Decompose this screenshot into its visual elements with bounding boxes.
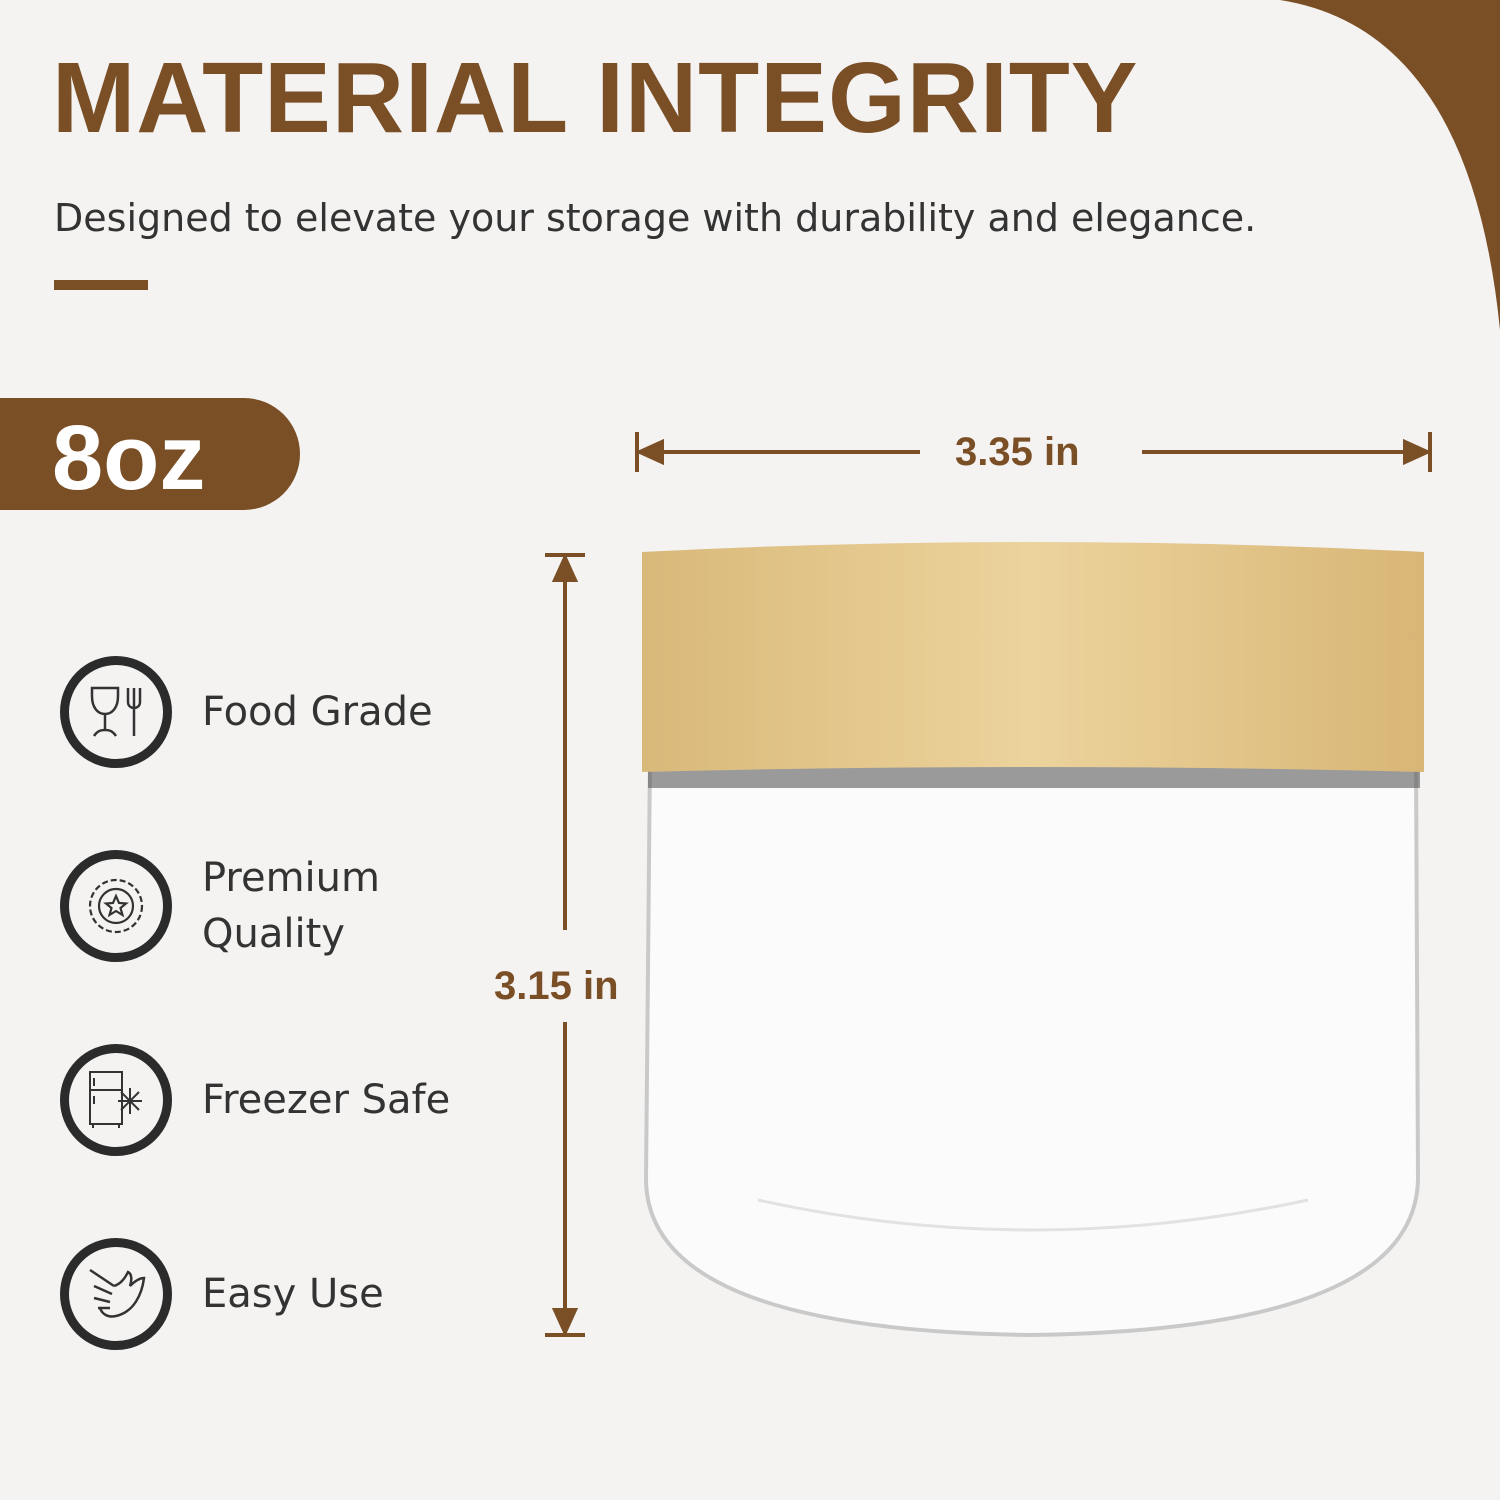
feature-food-grade: Food Grade [60, 656, 433, 768]
page-title: MATERIAL INTEGRITY [52, 42, 1139, 154]
size-label: 8oz [52, 407, 206, 509]
feature-freezer-safe: Freezer Safe [60, 1044, 450, 1156]
subtitle: Designed to elevate your storage with du… [54, 196, 1257, 240]
feature-premium-quality: Premium Quality [60, 850, 422, 962]
feature-label: Food Grade [202, 689, 433, 735]
glass-fork-icon [60, 656, 172, 768]
feature-easy-use: Easy Use [60, 1238, 384, 1350]
feature-label: Easy Use [202, 1271, 384, 1317]
divider [54, 280, 148, 290]
size-badge: 8oz [0, 398, 300, 510]
jar-image [642, 542, 1424, 1338]
star-seal-icon [60, 850, 172, 962]
feature-label: Freezer Safe [202, 1077, 451, 1123]
width-label: 3.35 in [955, 430, 1080, 474]
hand-icon [60, 1238, 172, 1350]
fridge-snowflake-icon [60, 1044, 172, 1156]
feature-label: Premium Quality [202, 855, 380, 957]
height-label: 3.15 in [494, 964, 619, 1008]
